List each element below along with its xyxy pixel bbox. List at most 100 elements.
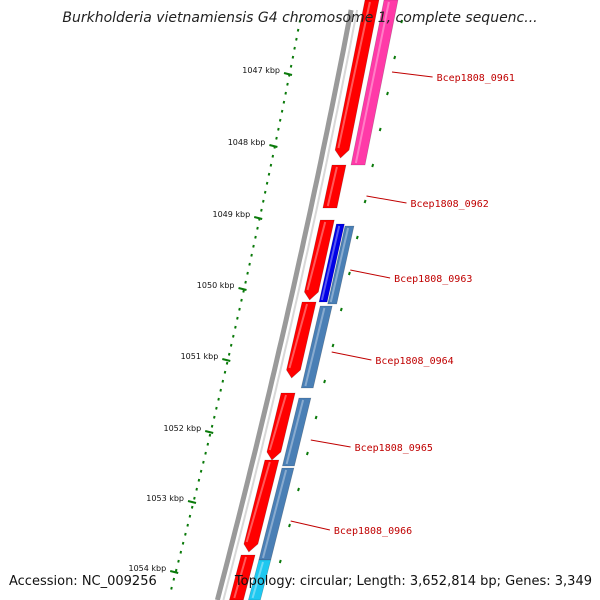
minor-tick (278, 118, 282, 122)
blue-feature-block (318, 223, 345, 303)
outer-tick (331, 343, 335, 348)
minor-tick (229, 343, 233, 347)
scale-label: 1048 kbp (228, 138, 266, 147)
minor-tick (280, 109, 284, 113)
minor-tick (195, 487, 198, 491)
minor-tick (213, 415, 216, 419)
minor-tick (262, 199, 265, 203)
minor-tick (223, 370, 227, 374)
gene-label[interactable]: Bcep1808_0964 (375, 356, 453, 367)
scale-label: 1047 kbp (242, 66, 280, 75)
minor-tick (240, 298, 243, 302)
minor-tick (260, 208, 263, 212)
outer-tick (297, 487, 300, 492)
minor-tick (197, 478, 201, 482)
label-leader-line (350, 269, 391, 279)
outer-tick (386, 91, 389, 96)
gene-block (243, 459, 280, 553)
gene-label[interactable]: Bcep1808_0962 (411, 199, 489, 210)
label-leader-line (366, 195, 407, 204)
minor-tick (244, 280, 247, 284)
minor-tick (204, 451, 207, 455)
gene-label[interactable]: Bcep1808_0963 (394, 274, 472, 285)
major-tick (169, 570, 179, 574)
feature-track (229, 0, 399, 600)
minor-tick (186, 523, 189, 527)
minor-tick (263, 190, 267, 194)
scale-label: 1053 kbp (146, 494, 184, 503)
scale-ticks: 1047 kbp 1048 kbp 1049 kbp 1050 kbp 1051 kbp… (128, 19, 404, 590)
cyan-feature-block (248, 559, 272, 600)
gene-label[interactable]: Bcep1808_0966 (334, 526, 412, 537)
minor-tick (202, 460, 205, 464)
minor-tick (248, 262, 251, 266)
gene-block (229, 554, 256, 600)
minor-tick (242, 289, 245, 293)
minor-tick (252, 244, 255, 248)
label-leader-line (290, 520, 331, 531)
feature-highlight (329, 227, 350, 303)
minor-tick (254, 235, 257, 239)
backbone-outer-arc (214, 9, 354, 600)
minor-tick (293, 46, 296, 50)
gene-block (304, 219, 335, 301)
minor-tick (275, 136, 278, 140)
gene-labels: Bcep1808_0961 Bcep1808_0962 Bcep1808_0963 B… (290, 71, 515, 537)
gene-label[interactable]: Bcep1808_0965 (355, 443, 433, 454)
outer-tick (288, 523, 291, 528)
major-tick (187, 500, 197, 504)
gene-label[interactable]: Bcep1808_0961 (437, 73, 515, 84)
minor-tick (172, 577, 176, 581)
minor-tick (298, 19, 302, 23)
pink-feature-block (350, 0, 399, 166)
feature-highlight (262, 469, 288, 559)
outer-tick (400, 19, 404, 24)
minor-tick (236, 316, 239, 320)
feature-highlight (233, 556, 247, 599)
feature-highlight (326, 166, 338, 207)
major-tick (269, 144, 278, 148)
minor-tick (232, 334, 235, 338)
minor-tick (199, 469, 203, 473)
minor-tick (286, 82, 289, 86)
minor-tick (219, 388, 222, 392)
minor-tick (269, 163, 273, 167)
minor-tick (295, 37, 298, 41)
backbone-inner-arc (222, 9, 359, 600)
scale-label: 1051 kbp (181, 352, 219, 361)
scale-label: 1049 kbp (212, 210, 250, 219)
minor-tick (250, 253, 253, 257)
minor-tick (170, 586, 173, 590)
feature-highlight (337, 1, 371, 149)
minor-tick (227, 352, 231, 356)
major-tick (283, 72, 293, 76)
outer-tick (339, 307, 343, 312)
outer-tick (323, 379, 327, 384)
steelblue-feature-block (282, 397, 312, 467)
outer-tick (371, 163, 375, 168)
feature-highlight (304, 307, 326, 387)
gene-block (334, 0, 380, 159)
minor-tick (215, 406, 218, 410)
outer-tick (278, 559, 282, 564)
minor-tick (277, 127, 280, 131)
scale-label: 1050 kbp (197, 281, 235, 290)
minor-tick (234, 325, 237, 329)
label-leader-line (391, 71, 433, 78)
feature-highlight (285, 399, 305, 465)
outer-tick (363, 199, 367, 204)
feature-highlight (354, 1, 390, 164)
feature-highlight (306, 221, 327, 291)
minor-tick (193, 496, 196, 500)
feature-highlight (251, 561, 264, 599)
feature-highlight (320, 225, 341, 301)
accession-label: Accession: NC_009256 (9, 574, 157, 589)
major-tick (253, 216, 263, 220)
minor-tick (208, 433, 212, 437)
minor-tick (296, 28, 300, 32)
minor-tick (221, 379, 225, 383)
outer-tick (305, 451, 309, 456)
minor-tick (210, 424, 214, 428)
steelblue-feature-block (327, 225, 355, 305)
